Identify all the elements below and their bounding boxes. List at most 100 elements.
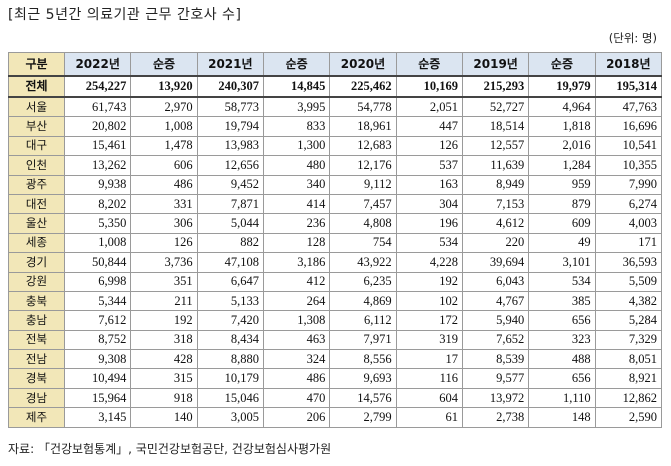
table-cell: 18,961: [329, 116, 397, 137]
table-cell: 10,494: [63, 368, 132, 389]
region-label: 대전: [8, 193, 65, 215]
table-row: 전남 9,308 428 8,880 324 8,556 17 8,539 488 8,051: [8, 349, 663, 370]
table-cell: 4,003: [594, 213, 663, 234]
total-cell: 13,920: [130, 75, 198, 98]
table-cell: 833: [262, 116, 331, 137]
table-cell: 4,228: [395, 252, 463, 273]
region-label: 울산: [8, 213, 65, 234]
table-cell: 8,556: [329, 349, 397, 370]
region-label: 충북: [8, 290, 65, 312]
table-row: 제주 3,145 140 3,005 206 2,799 61 2,738 148 2,590: [8, 407, 663, 428]
table-cell: 6,647: [196, 271, 264, 292]
table-row: 경북 10,494 315 10,179 486 9,693 116 9,577 656 8,92…: [8, 368, 663, 389]
table-header: 구분 2022년 순증 2021년 순증 2020년 순증 2019년 순증 2018년: [8, 52, 663, 77]
table-cell: 5,940: [461, 310, 530, 331]
header-net-increase: 순증: [528, 52, 596, 77]
table-row: 세종 1,008 126 882 128 754 534 220 49 171: [8, 232, 663, 254]
total-cell: 195,314: [594, 75, 663, 98]
table-cell: 10,355: [594, 155, 663, 176]
table-cell: 15,461: [63, 135, 132, 157]
table-cell: 15,046: [196, 387, 264, 409]
table-cell: 12,862: [594, 387, 663, 409]
table-cell: 5,284: [594, 310, 663, 331]
header-year: 2018년: [594, 52, 663, 77]
table-cell: 486: [130, 174, 198, 195]
table-row: 충남 7,612 192 7,420 1,308 6,112 172 5,940 656 5,28…: [8, 310, 663, 331]
table-cell: 172: [395, 310, 463, 331]
region-label: 서울: [8, 96, 65, 118]
table-cell: 18,514: [461, 116, 530, 137]
total-label: 전체: [8, 75, 65, 98]
total-row: 전체 254,227 13,920 240,307 14,845 225,462 10,16…: [8, 75, 663, 98]
table-row: 강원 6,998 351 6,647 412 6,235 192 6,043 534 5,509: [8, 271, 663, 292]
table-cell: 14,576: [329, 387, 397, 409]
table-cell: 128: [262, 232, 331, 254]
table-cell: 7,990: [594, 174, 663, 195]
table-cell: 4,964: [528, 96, 596, 118]
table-cell: 9,308: [63, 349, 132, 370]
table-cell: 1,110: [528, 387, 596, 409]
table-cell: 7,871: [196, 193, 264, 215]
table-cell: 206: [262, 407, 331, 428]
table-cell: 480: [262, 155, 331, 176]
table-cell: 340: [262, 174, 331, 195]
region-label: 경남: [8, 387, 65, 409]
table-cell: 7,652: [461, 329, 530, 351]
region-label: 인천: [8, 155, 65, 176]
table-row: 충북 5,344 211 5,133 264 4,869 102 4,767 385 4,382: [8, 290, 663, 312]
nurse-count-table: 구분 2022년 순증 2021년 순증 2020년 순증 2019년 순증 2018년 전체 25…: [8, 52, 663, 428]
table-cell: 192: [130, 310, 198, 331]
table-cell: 6,112: [329, 310, 397, 331]
table-cell: 306: [130, 213, 198, 234]
table-cell: 537: [395, 155, 463, 176]
table-cell: 447: [395, 116, 463, 137]
table-row: 대전 8,202 331 7,871 414 7,457 304 7,153 879 6,274: [8, 193, 663, 215]
table-cell: 1,818: [528, 116, 596, 137]
table-cell: 5,344: [63, 290, 132, 312]
table-cell: 463: [262, 329, 331, 351]
table-cell: 488: [528, 349, 596, 370]
table-cell: 4,767: [461, 290, 530, 312]
table-cell: 414: [262, 193, 331, 215]
table-cell: 486: [262, 368, 331, 389]
region-label: 제주: [8, 407, 65, 428]
table-cell: 8,051: [594, 349, 663, 370]
table-cell: 13,983: [196, 135, 264, 157]
table-cell: 7,971: [329, 329, 397, 351]
table-cell: 13,262: [63, 155, 132, 176]
header-year: 2020년: [329, 52, 397, 77]
table-cell: 3,736: [130, 252, 198, 273]
table-cell: 534: [528, 271, 596, 292]
table-cell: 1,284: [528, 155, 596, 176]
table-cell: 220: [461, 232, 530, 254]
table-cell: 47,763: [594, 96, 663, 118]
table-cell: 8,539: [461, 349, 530, 370]
table-cell: 323: [528, 329, 596, 351]
table-cell: 351: [130, 271, 198, 292]
table-cell: 534: [395, 232, 463, 254]
table-cell: 9,452: [196, 174, 264, 195]
table-cell: 140: [130, 407, 198, 428]
table-cell: 879: [528, 193, 596, 215]
table-row: 광주 9,938 486 9,452 340 9,112 163 8,949 959 7,990: [8, 174, 663, 195]
table-row: 부산 20,802 1,008 19,794 833 18,961 447 18,514 1,8…: [8, 116, 663, 137]
table-cell: 5,509: [594, 271, 663, 292]
table-cell: 17: [395, 349, 463, 370]
table-cell: 882: [196, 232, 264, 254]
table-cell: 8,880: [196, 349, 264, 370]
table-cell: 470: [262, 387, 331, 409]
table-cell: 11,639: [461, 155, 530, 176]
table-cell: 50,844: [63, 252, 132, 273]
region-label: 충남: [8, 310, 65, 331]
table-body: 전체 254,227 13,920 240,307 14,845 225,462 10,16…: [8, 75, 663, 428]
table-cell: 8,434: [196, 329, 264, 351]
table-cell: 264: [262, 290, 331, 312]
table-cell: 1,008: [130, 116, 198, 137]
table-cell: 6,998: [63, 271, 132, 292]
table-cell: 126: [130, 232, 198, 254]
source-note: 자료: 「건강보험통계」, 국민건강보험공단, 건강보험심사평가원: [8, 442, 332, 456]
table-cell: 3,995: [262, 96, 331, 118]
table-cell: 656: [528, 368, 596, 389]
table-cell: 54,778: [329, 96, 397, 118]
table-cell: 1,008: [63, 232, 132, 254]
